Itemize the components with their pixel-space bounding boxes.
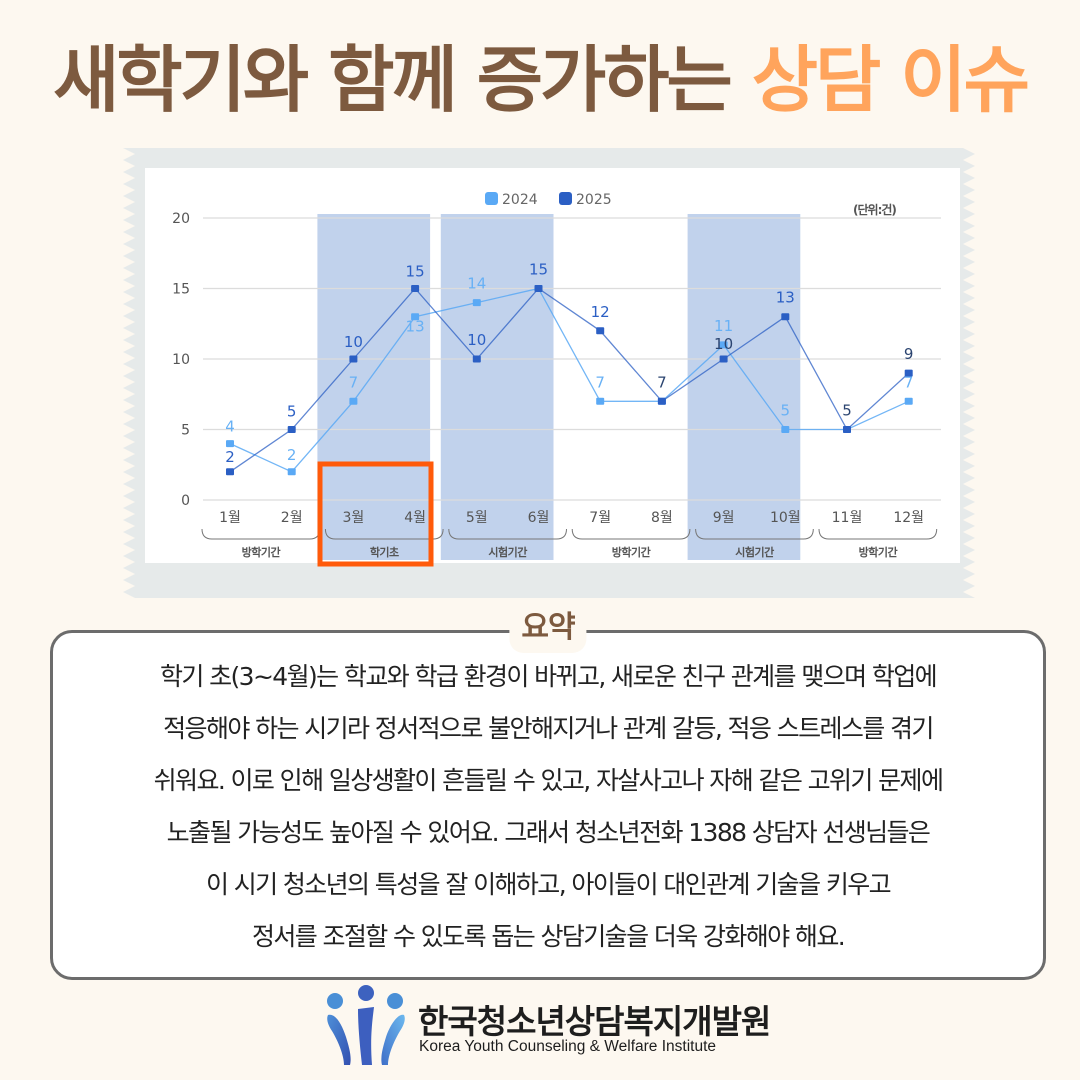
summary-line: 학기 초(3~4월)는 학교와 학급 환경이 바뀌고, 새로운 친구 관계를 맺… xyxy=(159,662,938,691)
svg-text:15: 15 xyxy=(406,263,425,281)
svg-text:5: 5 xyxy=(181,423,190,439)
svg-text:7: 7 xyxy=(657,373,667,391)
svg-text:시험기간: 시험기간 xyxy=(488,545,527,559)
line-chart: 0 5 10 15 20 2024 2025 (단위:건) 4 2 7 13 14 7 11 5 7 2 5 1… xyxy=(123,148,975,598)
summary-box: 요약 학기 초(3~4월)는 학교와 학급 환경이 바뀌고, 새로운 친구 관계… xyxy=(50,603,1046,980)
svg-text:2: 2 xyxy=(225,448,235,466)
svg-text:14: 14 xyxy=(467,275,486,293)
svg-text:12월: 12월 xyxy=(893,510,924,526)
people-logo-icon xyxy=(327,985,405,1065)
svg-text:8월: 8월 xyxy=(651,510,673,526)
svg-text:방학기간: 방학기간 xyxy=(859,545,898,559)
summary-line: 정서를 조절할 수 있도록 돕는 상담기술을 더욱 강화해야 해요. xyxy=(251,922,846,951)
svg-text:15: 15 xyxy=(529,261,548,279)
series-lines: 4 2 7 13 14 7 11 5 7 2 5 10 15 10 15 12 7 10 13 5 9 xyxy=(225,261,913,476)
summary-line: 쉬워요. 이로 인해 일상생활이 흔들릴 수 있고, 자살사고나 자해 같은 고… xyxy=(153,766,944,795)
svg-text:6월: 6월 xyxy=(528,510,550,526)
x-axis-labels: 1월 2월 3월 4월 5월 6월 7월 8월 9월 10월 11월 12월 xyxy=(219,510,924,526)
chart-frame: 0 5 10 15 20 2024 2025 (단위:건) 4 2 7 13 14 7 11 5 7 2 5 1… xyxy=(123,148,975,598)
svg-text:4: 4 xyxy=(225,418,235,436)
svg-text:1월: 1월 xyxy=(219,510,241,526)
summary-line: 이 시기 청소년의 특성을 잘 이해하고, 아이들이 대인관계 기술을 키우고 xyxy=(205,870,892,899)
svg-text:5: 5 xyxy=(287,403,297,421)
chart-legend: 2024 2025 xyxy=(485,192,612,208)
svg-text:11월: 11월 xyxy=(832,510,863,526)
svg-text:학기초: 학기초 xyxy=(370,545,399,559)
summary-heading: 요약 xyxy=(509,603,587,653)
svg-text:13: 13 xyxy=(776,289,795,307)
svg-text:5: 5 xyxy=(842,402,852,420)
svg-text:3월: 3월 xyxy=(343,510,365,526)
page-title: 새학기와 함께 증가하는 상담 이슈 xyxy=(0,30,1080,130)
svg-text:방학기간: 방학기간 xyxy=(242,545,281,559)
title-main: 새학기와 함께 증가하는 xyxy=(53,38,752,122)
highlight-box xyxy=(317,461,434,567)
svg-text:7월: 7월 xyxy=(589,510,611,526)
svg-text:2025: 2025 xyxy=(576,192,612,208)
org-name-english: Korea Youth Counseling & Welfare Institu… xyxy=(419,1038,716,1055)
svg-text:9월: 9월 xyxy=(713,510,735,526)
title-accent: 상담 이슈 xyxy=(751,38,1030,122)
svg-text:9: 9 xyxy=(904,345,914,363)
svg-text:7: 7 xyxy=(349,373,359,391)
summary-line: 적응해야 하는 시기라 정서적으로 불안해지거나 관계 갈등, 적응 스트레스를… xyxy=(163,714,934,743)
svg-text:방학기간: 방학기간 xyxy=(612,545,651,559)
svg-text:7: 7 xyxy=(595,373,605,391)
svg-text:10: 10 xyxy=(714,335,733,353)
y-axis-labels: 0 5 10 15 20 xyxy=(172,211,190,509)
svg-text:10월: 10월 xyxy=(770,510,801,526)
svg-text:12: 12 xyxy=(591,303,610,321)
svg-text:11: 11 xyxy=(714,317,733,335)
period-bands xyxy=(317,214,801,560)
svg-text:20: 20 xyxy=(172,211,190,227)
svg-text:13: 13 xyxy=(406,318,425,336)
footer-branding: 한국청소년상담복지개발원 Korea Youth Counseling & We… xyxy=(322,985,782,1070)
svg-text:10: 10 xyxy=(344,333,363,351)
svg-text:2: 2 xyxy=(287,446,297,464)
svg-text:2월: 2월 xyxy=(281,510,303,526)
svg-text:5: 5 xyxy=(781,402,791,420)
summary-line: 노출될 가능성도 높아질 수 있어요. 그래서 청소년전화 1388 상담자 선… xyxy=(166,818,931,847)
summary-text: 학기 초(3~4월)는 학교와 학급 환경이 바뀌고, 새로운 친구 관계를 맺… xyxy=(53,651,1043,963)
svg-text:10: 10 xyxy=(172,352,190,368)
svg-text:0: 0 xyxy=(181,493,190,509)
period-group-labels: 방학기간 학기초 시험기간 방학기간 시험기간 방학기간 xyxy=(201,528,938,559)
svg-text:7: 7 xyxy=(904,373,914,391)
org-name-korean: 한국청소년상담복지개발원 xyxy=(418,1002,771,1041)
svg-text:4월: 4월 xyxy=(404,510,426,526)
svg-text:5월: 5월 xyxy=(466,510,488,526)
svg-text:시험기간: 시험기간 xyxy=(735,545,774,559)
unit-label: (단위:건) xyxy=(853,202,896,217)
svg-text:10: 10 xyxy=(467,331,486,349)
svg-text:15: 15 xyxy=(172,282,190,298)
svg-text:2024: 2024 xyxy=(502,192,538,208)
